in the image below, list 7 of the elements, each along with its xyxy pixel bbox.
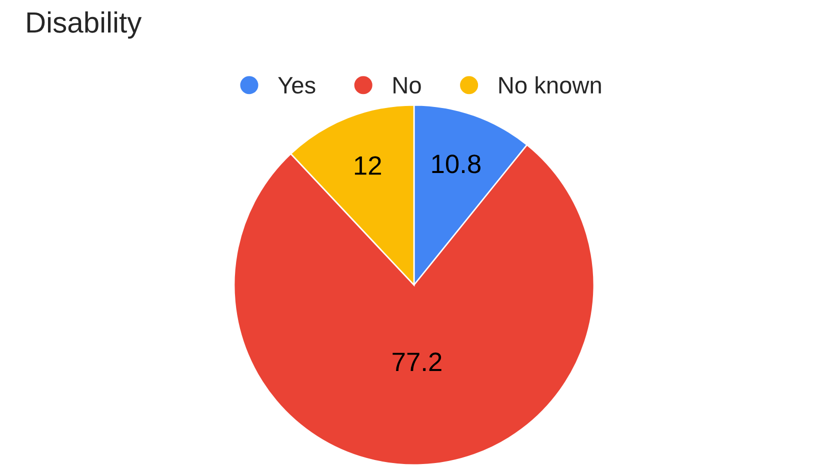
- legend-label: Yes: [278, 77, 316, 94]
- data-label: 10.8: [432, 154, 480, 174]
- legend-label: No known: [499, 76, 601, 94]
- chart-title: Disability: [27, 11, 142, 39]
- legend-label: No: [394, 77, 421, 94]
- data-label: 12: [354, 156, 381, 175]
- data-label: 77.2: [392, 352, 442, 371]
